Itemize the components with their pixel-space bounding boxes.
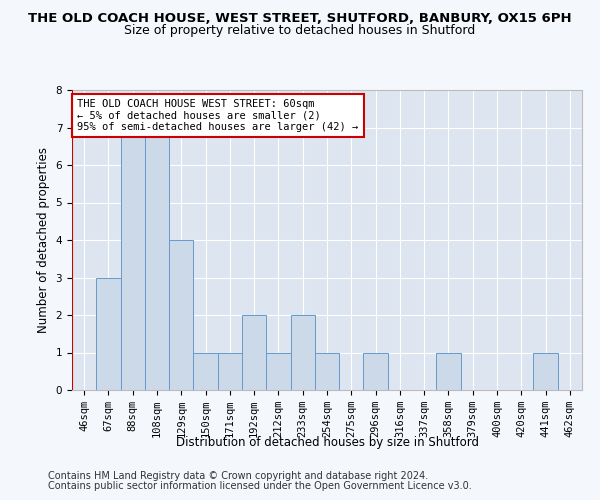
Text: Size of property relative to detached houses in Shutford: Size of property relative to detached ho… [124,24,476,37]
Bar [193,352,218,390]
Text: THE OLD COACH HOUSE WEST STREET: 60sqm
← 5% of detached houses are smaller (2)
9: THE OLD COACH HOUSE WEST STREET: 60sqm ←… [77,99,358,132]
Y-axis label: Number of detached properties: Number of detached properties [37,147,50,333]
Bar [364,352,388,390]
Text: Contains public sector information licensed under the Open Government Licence v3: Contains public sector information licen… [48,481,472,491]
Bar [121,128,145,390]
Bar [315,352,339,390]
Bar [218,352,242,390]
Text: Distribution of detached houses by size in Shutford: Distribution of detached houses by size … [176,436,479,449]
Bar [242,315,266,390]
Bar [266,352,290,390]
Bar [290,315,315,390]
Text: Contains HM Land Registry data © Crown copyright and database right 2024.: Contains HM Land Registry data © Crown c… [48,471,428,481]
Text: THE OLD COACH HOUSE, WEST STREET, SHUTFORD, BANBURY, OX15 6PH: THE OLD COACH HOUSE, WEST STREET, SHUTFO… [28,12,572,26]
Bar [169,240,193,390]
Bar [533,352,558,390]
Bar [145,128,169,390]
Bar [96,278,121,390]
Bar [436,352,461,390]
